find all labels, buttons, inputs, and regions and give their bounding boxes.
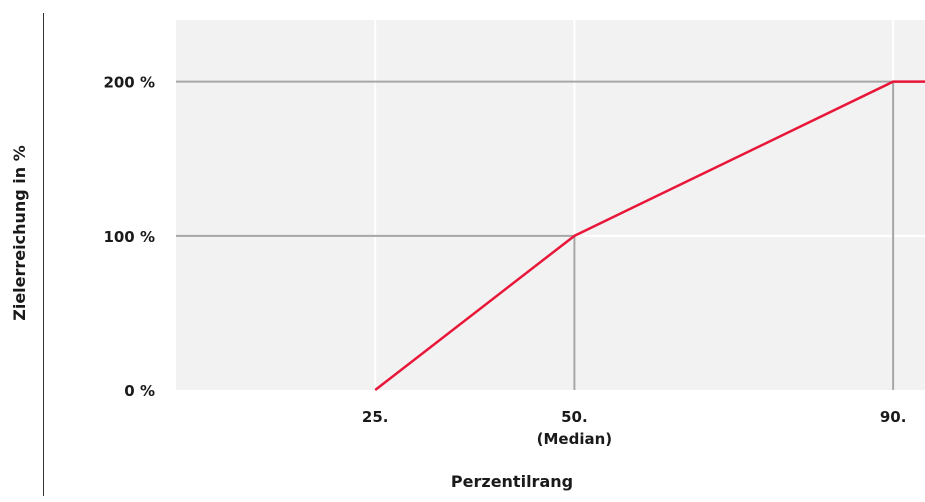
- x-axis-label: Perzentilrang: [451, 472, 573, 491]
- x-tick-sublabel: (Median): [537, 430, 613, 448]
- y-tick-label: 100 %: [103, 228, 155, 246]
- y-tick-labels: 0 % 100 % 200 %: [103, 74, 155, 400]
- x-tick-labels: 25. 50. (Median) 90.: [362, 408, 907, 448]
- plot-background: [176, 20, 925, 390]
- y-axis-label: Zielerreichung in %: [10, 145, 29, 321]
- y-tick-label: 0 %: [124, 382, 155, 400]
- series-layer: [374, 80, 925, 391]
- x-tick-label: 50.: [561, 408, 588, 426]
- x-tick-label: 25.: [362, 408, 389, 426]
- y-tick-label: 200 %: [103, 74, 155, 92]
- series-line: [374, 80, 925, 391]
- x-tick-label: 90.: [880, 408, 907, 426]
